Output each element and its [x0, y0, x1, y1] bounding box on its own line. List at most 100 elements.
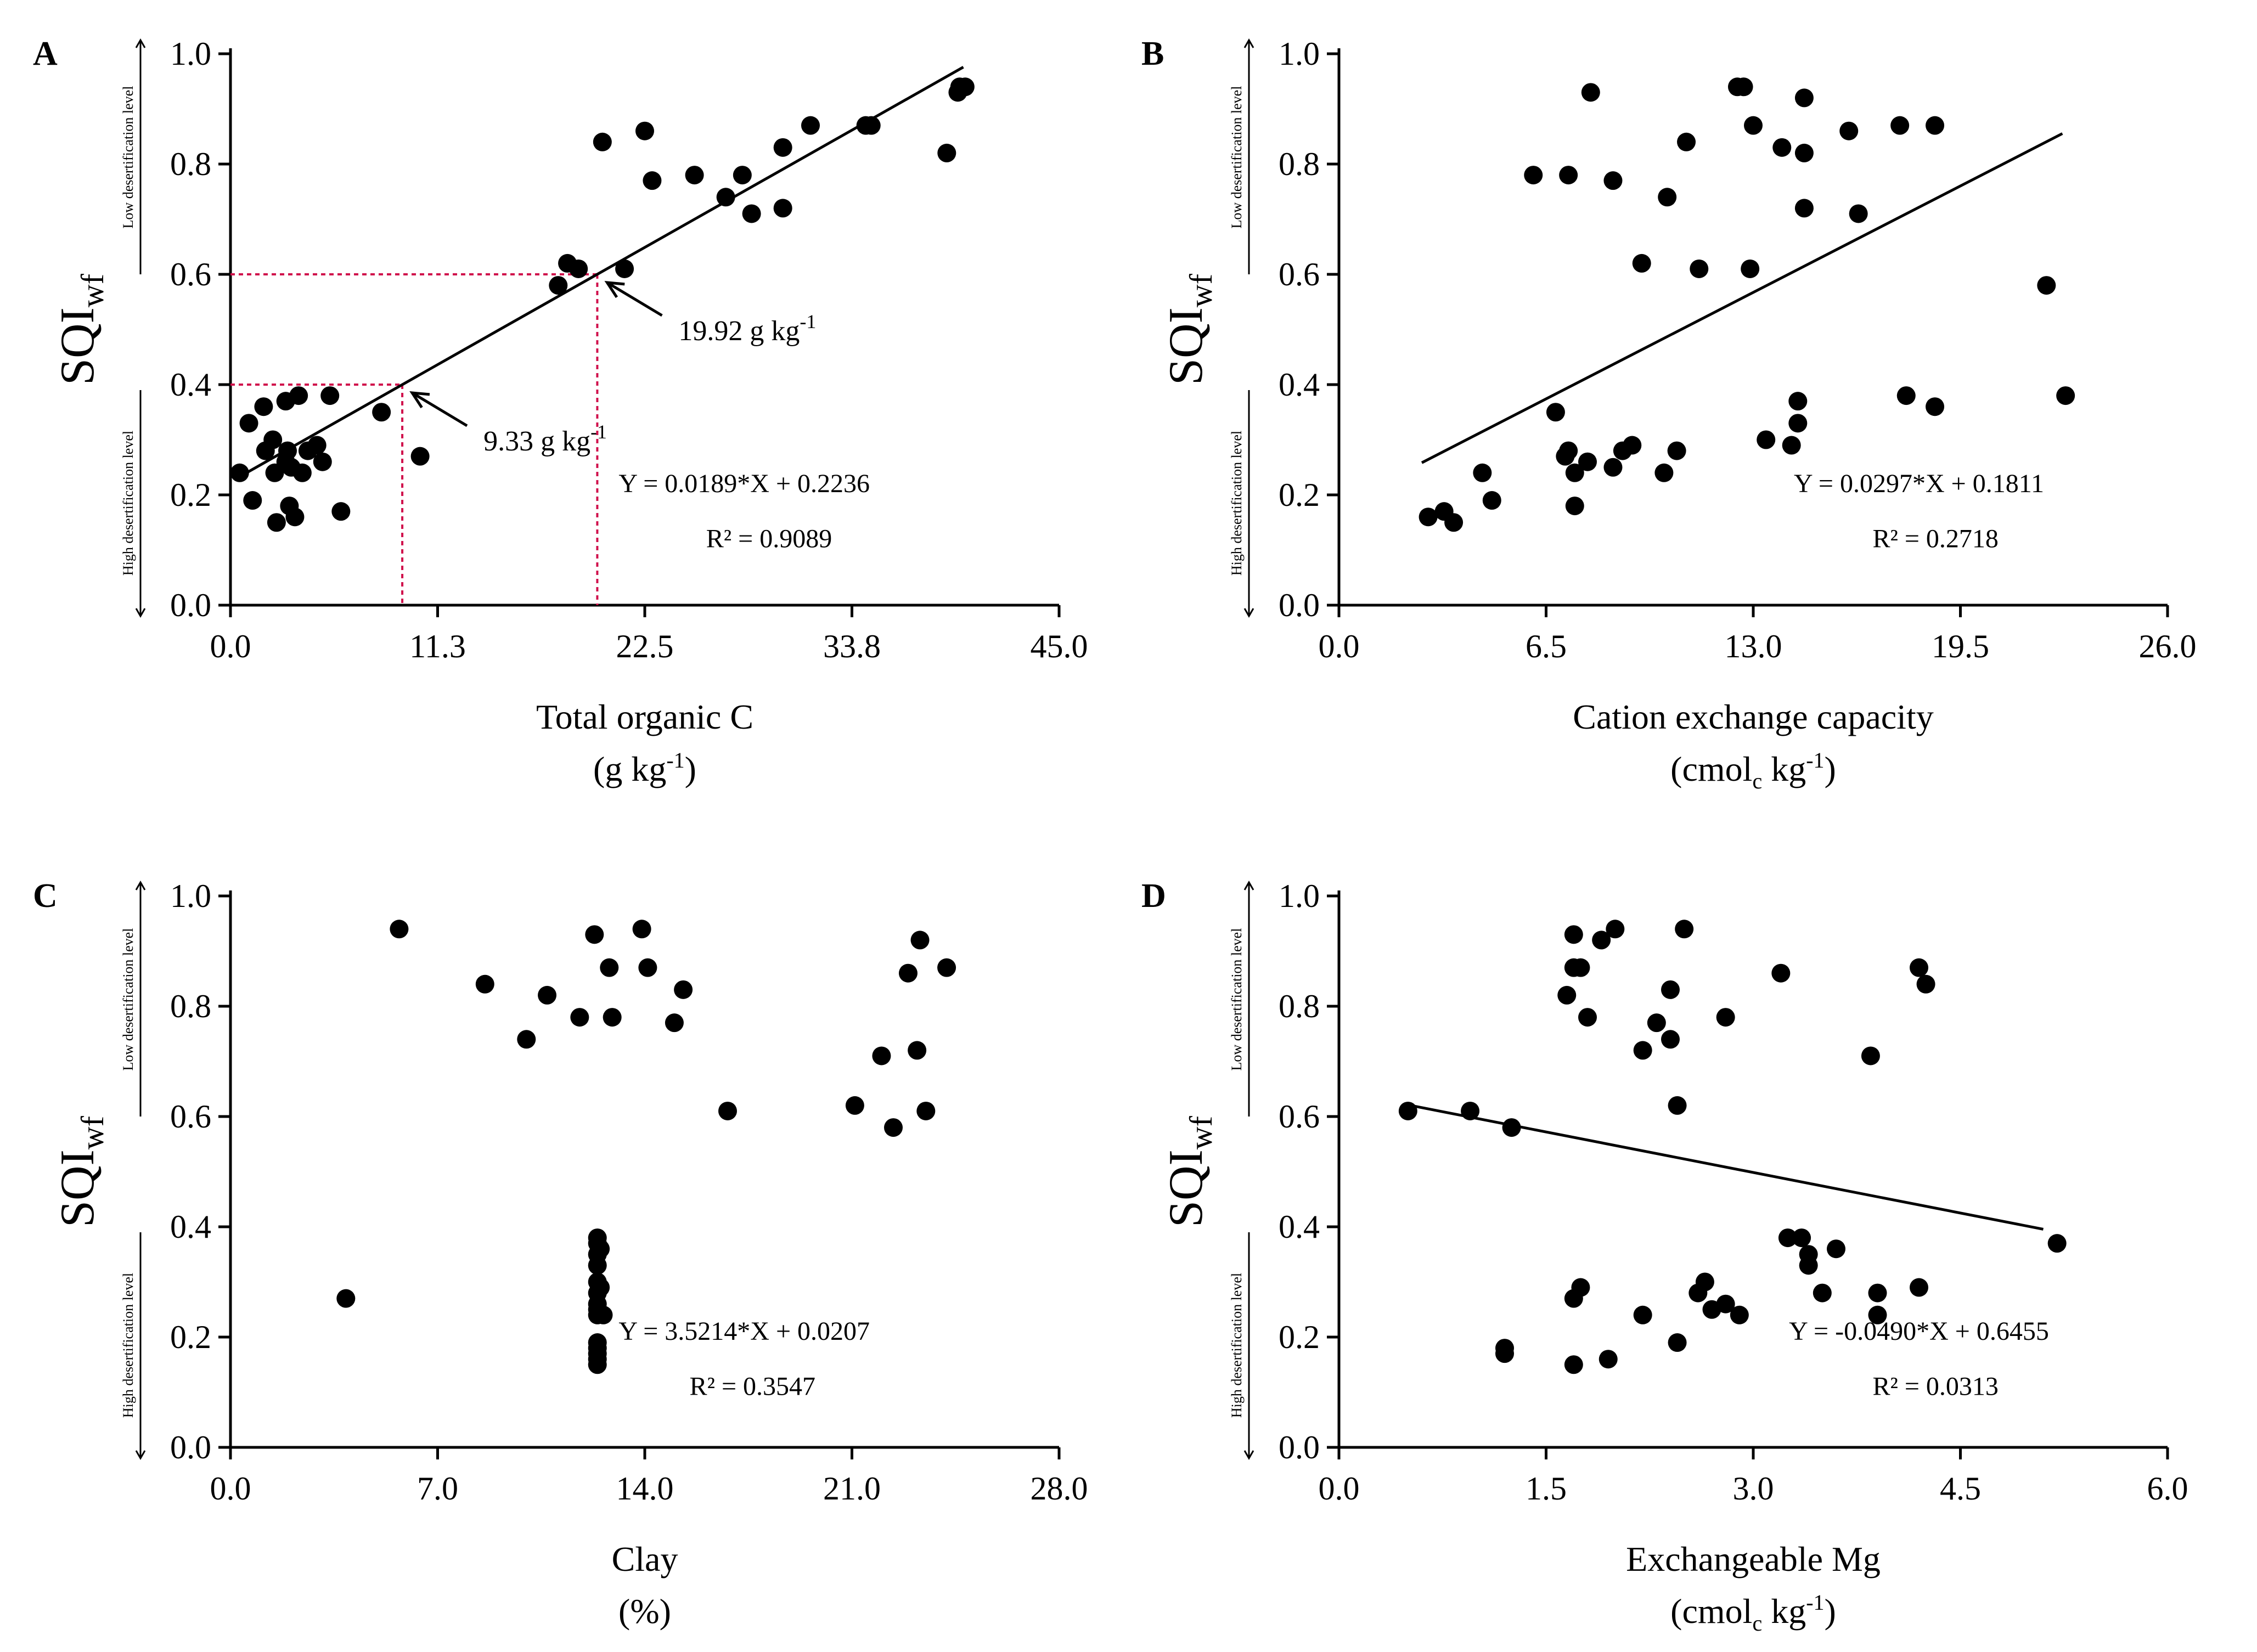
- y-tick-label: 1.0: [170, 878, 211, 914]
- y-tick-label: 1.0: [1279, 878, 1320, 914]
- x-tick-label: 0.0: [210, 628, 251, 664]
- threshold-arrow: [411, 391, 468, 427]
- r-squared: R² = 0.0313: [1872, 1372, 1998, 1401]
- y-tick-label: 0.0: [170, 1429, 211, 1465]
- x-tick-label: 3.0: [1733, 1470, 1774, 1507]
- data-point: [1716, 1294, 1735, 1313]
- y-axis-label-sub: wf: [1183, 273, 1219, 307]
- high-level-label: High desertification level: [120, 431, 136, 576]
- regression-equation: Y = -0.0490*X + 0.6455: [1789, 1317, 2049, 1346]
- data-point: [1603, 458, 1623, 477]
- data-point: [884, 1118, 903, 1137]
- threshold-label-sup: -1: [800, 311, 816, 332]
- x-tick-label: 6.0: [2147, 1470, 2188, 1507]
- data-point: [1632, 253, 1651, 273]
- x-tick-label: 7.0: [417, 1470, 458, 1507]
- data-point: [1861, 1046, 1880, 1065]
- y-axis-label-sub: wf: [75, 273, 110, 307]
- data-point: [372, 403, 391, 422]
- data-point: [1559, 166, 1578, 185]
- data-point: [549, 276, 568, 295]
- data-point: [1398, 1101, 1417, 1120]
- data-point: [1647, 1013, 1666, 1033]
- y-tick-label: 0.6: [170, 256, 211, 292]
- y-axis-label: SQIwf: [1160, 1115, 1219, 1227]
- data-point: [569, 259, 588, 278]
- data-point: [1581, 83, 1600, 102]
- data-point: [1524, 166, 1543, 185]
- y-axis-label: SQIwf: [51, 1115, 110, 1227]
- high-level-arrowhead: [135, 1450, 146, 1461]
- x-axis-unit-text: kg: [1762, 749, 1806, 788]
- data-point: [292, 463, 312, 482]
- regression-line: [239, 66, 964, 478]
- x-axis-unit: (%): [618, 1592, 671, 1631]
- x-axis-unit-text: (%): [618, 1592, 671, 1631]
- data-point: [1794, 88, 1814, 108]
- data-point: [289, 386, 308, 405]
- data-point: [937, 143, 956, 162]
- data-point: [278, 441, 297, 460]
- panel-d: 0.00.20.40.60.81.00.0 1.5 3.0 4.5 6.0DSQIwfL…: [1141, 877, 2188, 1636]
- x-axis-unit-text: kg: [1762, 1592, 1806, 1631]
- data-point: [1557, 985, 1577, 1005]
- data-point: [1744, 116, 1763, 135]
- panel-letter: A: [33, 35, 58, 72]
- data-point: [1926, 397, 1945, 416]
- r-squared: R² = 0.9089: [706, 524, 832, 553]
- x-tick-label: 0.0: [1319, 1470, 1360, 1507]
- data-point: [320, 386, 340, 405]
- data-point: [1827, 1239, 1845, 1259]
- x-tick-label: 1.5: [1526, 1470, 1567, 1507]
- y-tick-label: 0.6: [1279, 256, 1320, 292]
- data-point: [1910, 958, 1928, 977]
- y-axis-label-main: SQI: [1160, 307, 1213, 385]
- x-tick-label: 4.5: [1940, 1470, 1981, 1507]
- data-point: [1578, 452, 1597, 471]
- data-point: [1813, 1283, 1832, 1303]
- data-point: [585, 925, 604, 944]
- data-point: [254, 397, 273, 416]
- data-point: [1623, 436, 1642, 455]
- data-point: [1788, 392, 1808, 411]
- data-point: [588, 1355, 607, 1374]
- data-point: [1419, 508, 1438, 527]
- data-point: [475, 974, 494, 994]
- data-point: [600, 958, 619, 977]
- data-point: [1668, 1096, 1687, 1115]
- data-point: [1794, 199, 1814, 218]
- data-point: [674, 980, 693, 999]
- x-axis-label: Clay: [612, 1540, 678, 1578]
- high-level-label: High desertification level: [1229, 431, 1245, 576]
- data-point: [632, 920, 651, 939]
- x-axis-unit-text: (g kg: [593, 749, 666, 788]
- x-axis-unit-text: ): [1825, 1592, 1836, 1631]
- panel-c: 0.0 0.2 0.4 0.6 0.8 1.0 0.0 7.0 14.0 21.0 28.0 C SQI…: [33, 877, 1088, 1631]
- x-axis-unit-text: ): [1825, 749, 1836, 788]
- data-point: [638, 958, 657, 977]
- threshold-arrow: [606, 281, 663, 317]
- x-tick-label: 19.5: [1932, 628, 1989, 664]
- data-point: [517, 1030, 536, 1049]
- data-point: [665, 1013, 684, 1033]
- low-level-label: Low desertification level: [120, 86, 136, 229]
- threshold-label: 19.92 g kg-1: [678, 311, 816, 347]
- x-tick-label: 0.0: [1319, 628, 1360, 664]
- x-tick-label: 22.5: [616, 628, 674, 664]
- data-point: [1599, 1350, 1618, 1369]
- threshold-label-text: 9.33 g kg: [483, 426, 590, 457]
- data-point: [1839, 121, 1859, 140]
- data-point: [898, 963, 918, 983]
- data-point: [1734, 77, 1753, 97]
- data-point: [570, 1008, 589, 1027]
- x-tick-label: 33.8: [823, 628, 881, 664]
- y-tick-label: 0.4: [1279, 367, 1320, 403]
- high-level-arrowhead: [135, 608, 146, 618]
- high-level-arrowhead: [1243, 1450, 1254, 1461]
- data-point: [1695, 1272, 1714, 1292]
- r-squared: R² = 0.2718: [1872, 524, 1998, 553]
- y-tick-label: 0.2: [170, 1319, 211, 1355]
- data-point: [955, 77, 975, 97]
